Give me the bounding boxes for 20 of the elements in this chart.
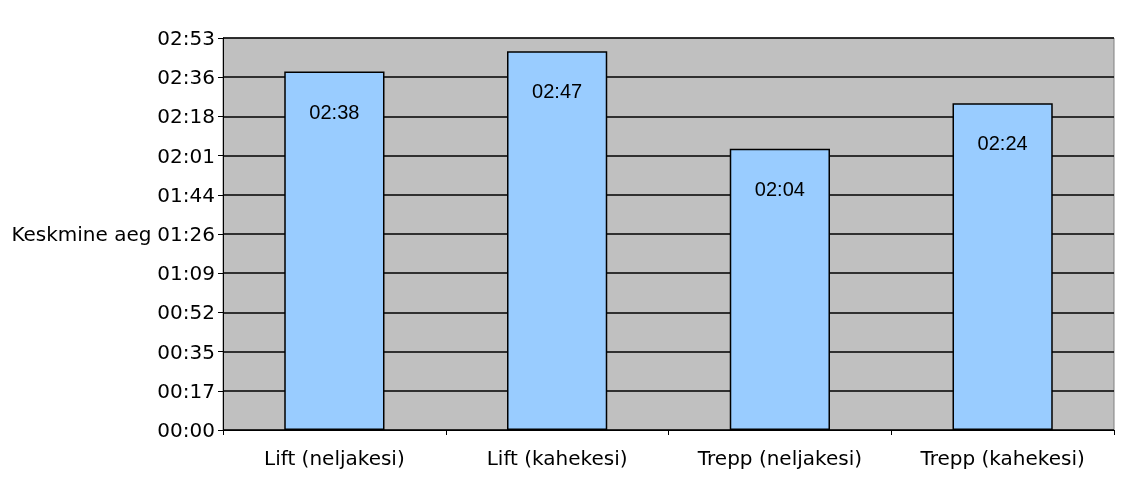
y-tick-label: 01:44 [157, 182, 215, 207]
x-tick-label: Lift (neljakesi) [264, 446, 405, 470]
x-tick-label: Trepp (kahekesi) [919, 446, 1085, 470]
y-tick-label: 00:00 [157, 418, 215, 442]
y-tick-label: 00:17 [157, 378, 215, 403]
data-label: 02:04 [754, 177, 805, 200]
y-tick-label: 01:09 [157, 261, 215, 286]
x-tick-label: Trepp (neljakesi) [696, 446, 862, 470]
y-tick-label: 02:53 [157, 26, 215, 50]
y-tick-label: 00:35 [157, 339, 215, 364]
data-label: 02:38 [309, 100, 360, 123]
y-tick-label: 02:18 [157, 104, 215, 129]
y-tick-label: 01:26 [157, 222, 215, 246]
data-label: 02:24 [977, 132, 1028, 155]
y-axis-title: Keskmine aeg [11, 222, 152, 246]
y-tick-label: 00:52 [157, 300, 215, 325]
data-label: 02:47 [532, 80, 583, 103]
y-tick-label: 02:36 [157, 65, 215, 90]
x-tick-label: Lift (kahekesi) [486, 446, 628, 470]
y-tick-label: 02:01 [157, 143, 215, 168]
